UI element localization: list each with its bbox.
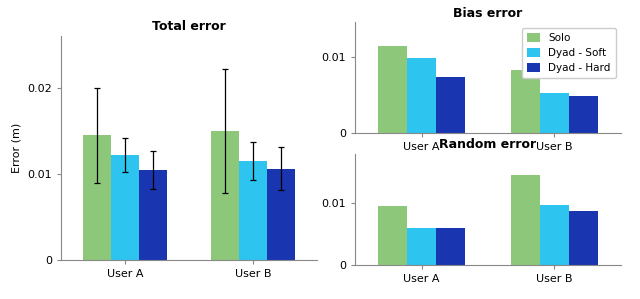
Bar [436, 77, 465, 133]
Bar [378, 206, 407, 265]
Bar [436, 228, 465, 265]
Bar [569, 210, 598, 265]
Bar [540, 93, 569, 133]
Bar [378, 46, 407, 133]
Y-axis label: Error (m): Error (m) [12, 123, 22, 173]
Title: Bias error: Bias error [453, 7, 523, 20]
Bar [407, 228, 436, 265]
Bar [540, 205, 569, 265]
Bar [569, 97, 598, 133]
Bar [139, 170, 167, 260]
Bar [211, 131, 239, 260]
Legend: Solo, Dyad - Soft, Dyad - Hard: Solo, Dyad - Soft, Dyad - Hard [522, 28, 616, 78]
Bar [267, 169, 295, 260]
Bar [111, 155, 139, 260]
Bar [239, 161, 267, 260]
Bar [83, 135, 111, 260]
Bar [511, 176, 540, 265]
Title: Total error: Total error [152, 20, 226, 33]
Title: Random error: Random error [440, 138, 536, 151]
Bar [511, 70, 540, 133]
Bar [407, 58, 436, 133]
